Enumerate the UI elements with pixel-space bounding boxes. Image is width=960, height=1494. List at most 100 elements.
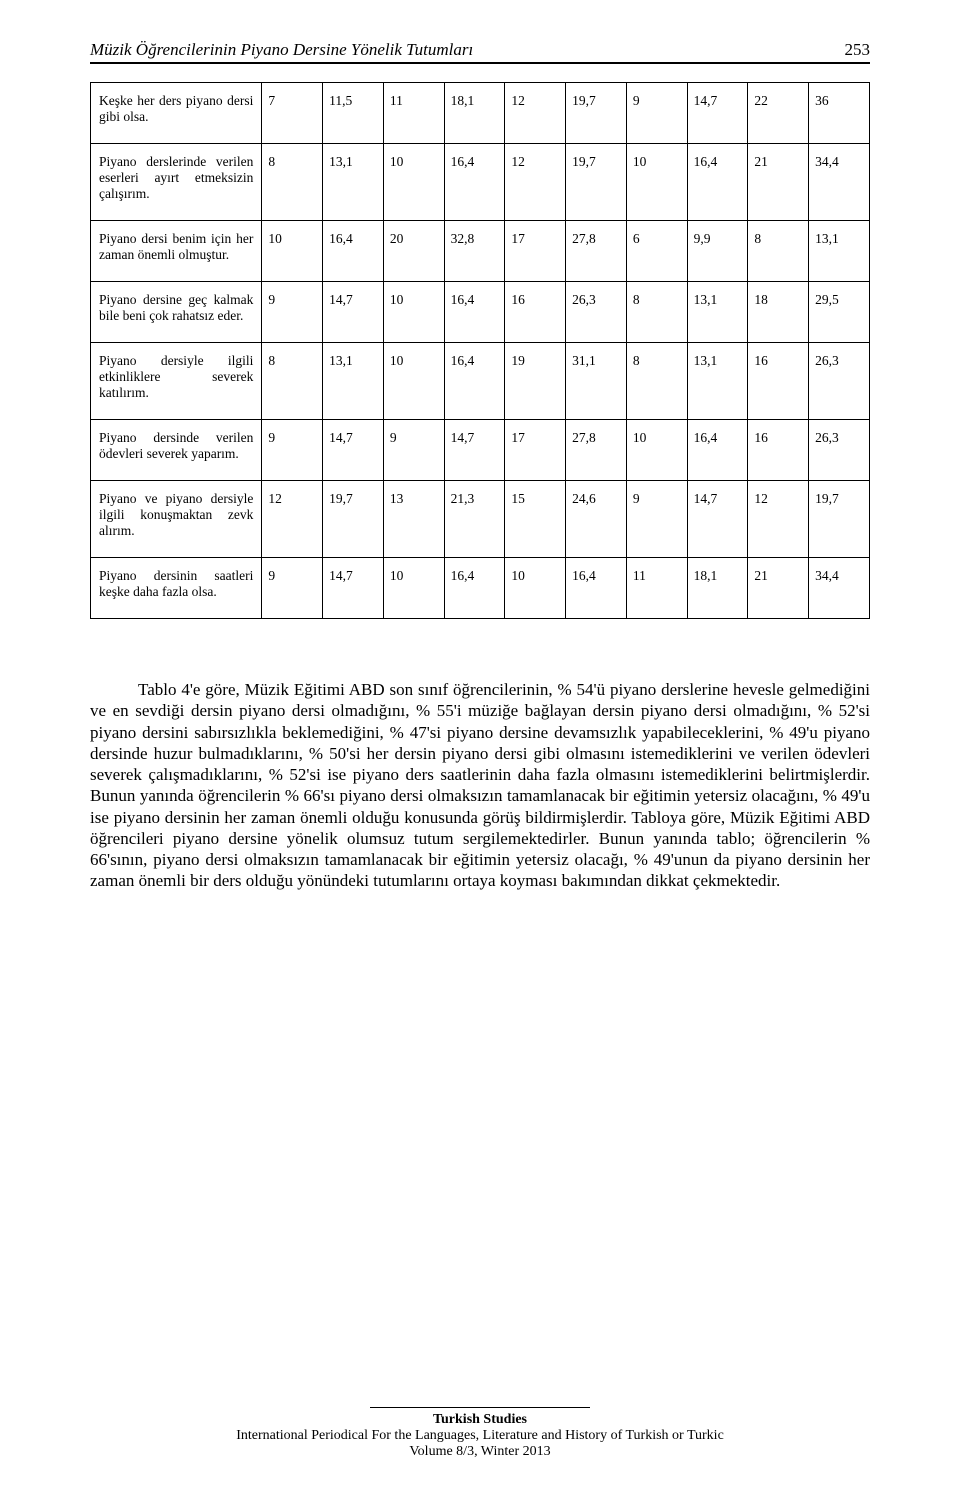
cell: 10 <box>626 420 687 481</box>
cell: 16 <box>748 343 809 420</box>
cell: 21 <box>748 144 809 221</box>
cell: 10 <box>383 282 444 343</box>
row-label: Piyano dersiyle ilgili etkinliklere seve… <box>91 343 262 420</box>
cell: 9 <box>626 83 687 144</box>
table-row: Piyano derslerinde verilen eserleri ayır… <box>91 144 870 221</box>
cell: 34,4 <box>809 144 870 221</box>
cell: 9 <box>262 558 323 619</box>
body-paragraph: Tablo 4'e göre, Müzik Eğitimi ABD son sı… <box>90 679 870 892</box>
cell: 16 <box>505 282 566 343</box>
cell: 14,7 <box>323 558 384 619</box>
cell: 21,3 <box>444 481 505 558</box>
footer-line1: Turkish Studies <box>0 1412 960 1428</box>
cell: 32,8 <box>444 221 505 282</box>
cell: 36 <box>809 83 870 144</box>
cell: 12 <box>262 481 323 558</box>
cell: 11 <box>626 558 687 619</box>
cell: 16,4 <box>444 282 505 343</box>
cell: 13 <box>383 481 444 558</box>
cell: 7 <box>262 83 323 144</box>
cell: 8 <box>626 282 687 343</box>
cell: 19 <box>505 343 566 420</box>
cell: 13,1 <box>687 282 748 343</box>
row-label: Piyano dersine geç kalmak bile beni çok … <box>91 282 262 343</box>
table-row: Keşke her ders piyano dersi gibi olsa.71… <box>91 83 870 144</box>
cell: 11,5 <box>323 83 384 144</box>
cell: 12 <box>505 83 566 144</box>
cell: 17 <box>505 221 566 282</box>
cell: 9 <box>383 420 444 481</box>
cell: 8 <box>262 144 323 221</box>
cell: 12 <box>748 481 809 558</box>
cell: 24,6 <box>566 481 627 558</box>
cell: 18,1 <box>687 558 748 619</box>
cell: 8 <box>262 343 323 420</box>
cell: 16,4 <box>444 343 505 420</box>
table-row: Piyano dersiyle ilgili etkinliklere seve… <box>91 343 870 420</box>
cell: 26,3 <box>809 343 870 420</box>
cell: 16,4 <box>566 558 627 619</box>
cell: 10 <box>626 144 687 221</box>
page: Müzik Öğrencilerinin Piyano Dersine Yöne… <box>0 0 960 1494</box>
table-row: Piyano dersi benim için her zaman önemli… <box>91 221 870 282</box>
cell: 16,4 <box>444 558 505 619</box>
header-page-number: 253 <box>810 40 870 60</box>
table-row: Piyano dersinde verilen ödevleri severek… <box>91 420 870 481</box>
cell: 10 <box>383 144 444 221</box>
cell: 19,7 <box>323 481 384 558</box>
table-row: Piyano dersine geç kalmak bile beni çok … <box>91 282 870 343</box>
footer-line2: International Periodical For the Languag… <box>0 1428 960 1444</box>
cell: 19,7 <box>566 83 627 144</box>
cell: 13,1 <box>809 221 870 282</box>
cell: 18,1 <box>444 83 505 144</box>
cell: 9,9 <box>687 221 748 282</box>
cell: 27,8 <box>566 420 627 481</box>
cell: 6 <box>626 221 687 282</box>
page-footer: Turkish Studies International Periodical… <box>0 1407 960 1460</box>
cell: 22 <box>748 83 809 144</box>
cell: 9 <box>626 481 687 558</box>
cell: 14,7 <box>444 420 505 481</box>
cell: 21 <box>748 558 809 619</box>
cell: 8 <box>626 343 687 420</box>
cell: 14,7 <box>323 282 384 343</box>
cell: 31,1 <box>566 343 627 420</box>
attitude-table: Keşke her ders piyano dersi gibi olsa.71… <box>90 82 870 619</box>
cell: 10 <box>383 558 444 619</box>
cell: 13,1 <box>323 343 384 420</box>
cell: 20 <box>383 221 444 282</box>
cell: 10 <box>383 343 444 420</box>
row-label: Piyano dersinde verilen ödevleri severek… <box>91 420 262 481</box>
cell: 19,7 <box>809 481 870 558</box>
table-row: Piyano ve piyano dersiyle ilgili konuşma… <box>91 481 870 558</box>
footer-line3: Volume 8/3, Winter 2013 <box>0 1444 960 1460</box>
cell: 12 <box>505 144 566 221</box>
footer-rule <box>370 1407 590 1408</box>
cell: 34,4 <box>809 558 870 619</box>
cell: 14,7 <box>687 83 748 144</box>
cell: 26,3 <box>809 420 870 481</box>
row-label: Keşke her ders piyano dersi gibi olsa. <box>91 83 262 144</box>
cell: 17 <box>505 420 566 481</box>
cell: 16,4 <box>323 221 384 282</box>
running-header: Müzik Öğrencilerinin Piyano Dersine Yöne… <box>90 40 870 64</box>
cell: 16 <box>748 420 809 481</box>
cell: 26,3 <box>566 282 627 343</box>
cell: 15 <box>505 481 566 558</box>
row-label: Piyano ve piyano dersiyle ilgili konuşma… <box>91 481 262 558</box>
cell: 18 <box>748 282 809 343</box>
cell: 9 <box>262 282 323 343</box>
cell: 10 <box>262 221 323 282</box>
row-label: Piyano derslerinde verilen eserleri ayır… <box>91 144 262 221</box>
header-title: Müzik Öğrencilerinin Piyano Dersine Yöne… <box>90 40 810 60</box>
cell: 14,7 <box>687 481 748 558</box>
cell: 16,4 <box>687 144 748 221</box>
row-label: Piyano dersi benim için her zaman önemli… <box>91 221 262 282</box>
cell: 19,7 <box>566 144 627 221</box>
cell: 10 <box>505 558 566 619</box>
paragraph-text: Tablo 4'e göre, Müzik Eğitimi ABD son sı… <box>90 679 870 892</box>
cell: 9 <box>262 420 323 481</box>
cell: 16,4 <box>444 144 505 221</box>
cell: 16,4 <box>687 420 748 481</box>
row-label: Piyano dersinin saatleri keşke daha fazl… <box>91 558 262 619</box>
